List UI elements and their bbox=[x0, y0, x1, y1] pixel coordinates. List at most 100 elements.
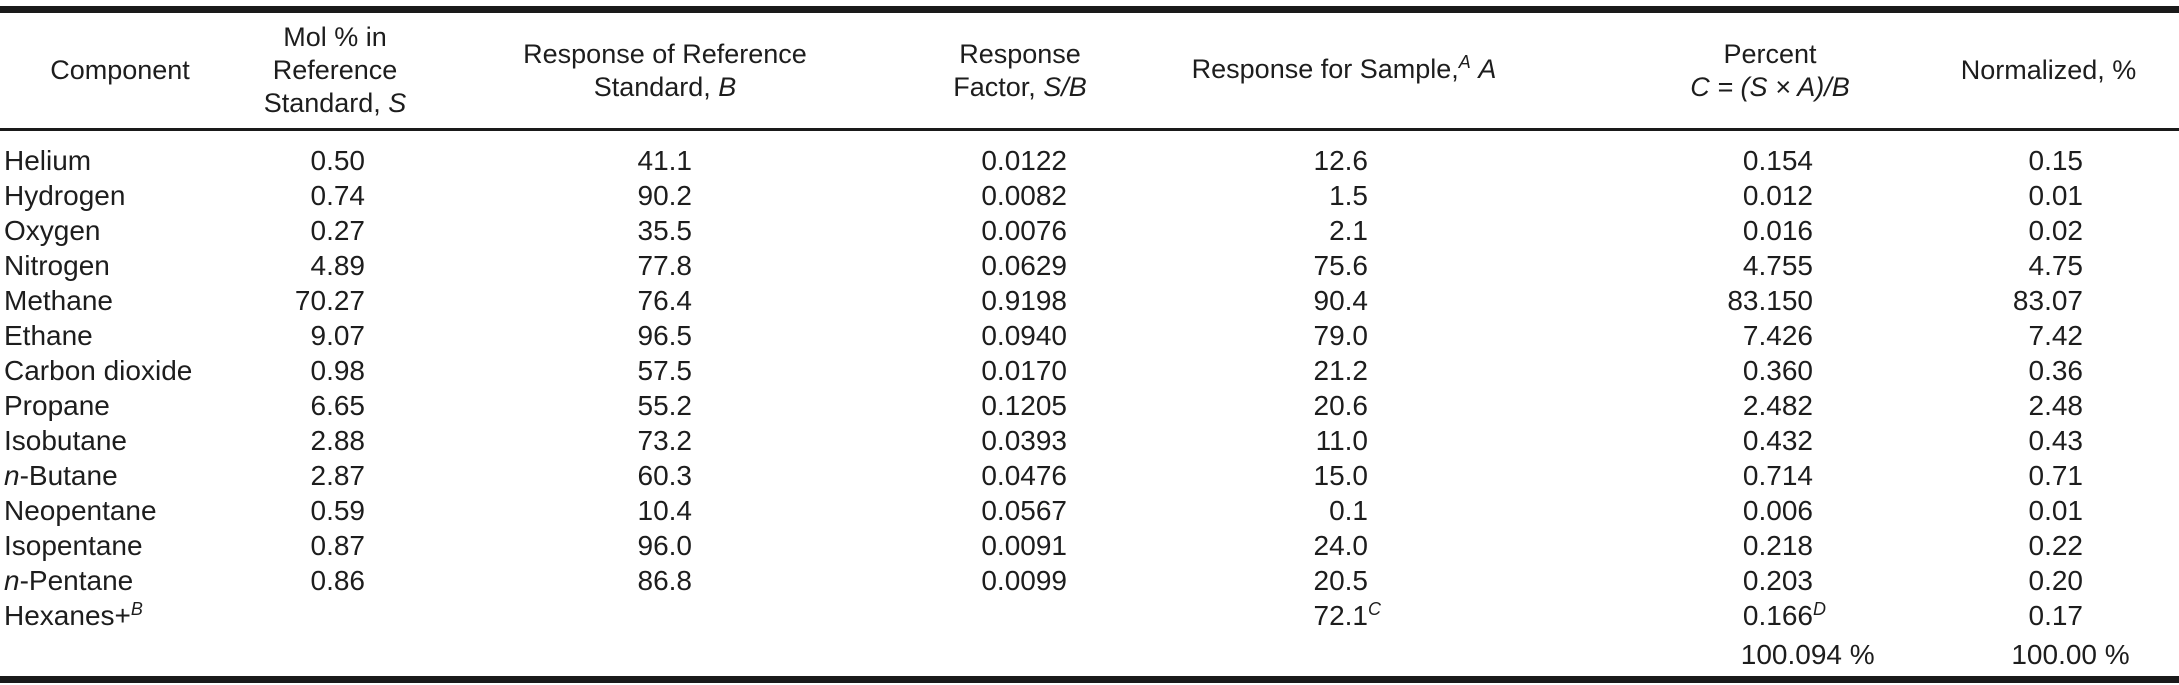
column-header-response-factor: Response Factor, S/B bbox=[870, 13, 1170, 131]
row-neopentane: Neopentane 0.59 10.4 0.0567 0.1 0.006 0.01 bbox=[0, 493, 2179, 528]
cell-percent: 0.154 bbox=[1742, 145, 1813, 176]
row-isopentane: Isopentane 0.87 96.0 0.0091 24.0 0.218 0.22 bbox=[0, 528, 2179, 563]
cell-response-sample: 20.5 bbox=[1313, 565, 1369, 596]
table-body: Helium 0.50 41.1 0.0122 12.6 0.154 0.15 Hydroge… bbox=[0, 130, 2179, 673]
cell-mol-percent: 9.07 bbox=[310, 320, 366, 351]
cell-normalized: 0.22 bbox=[2028, 530, 2084, 561]
cell-mol-percent: 0.59 bbox=[310, 495, 366, 526]
cell-response-sample: 0.1 bbox=[1329, 495, 1368, 526]
cell-normalized: 0.02 bbox=[2028, 215, 2084, 246]
cell-response-sample: 12.6 bbox=[1313, 145, 1369, 176]
row-propane: Propane 6.65 55.2 0.1205 20.6 2.482 2.48 bbox=[0, 388, 2179, 423]
cell-percent: 83.150 bbox=[1727, 285, 1813, 316]
cell-percent: 0.218 bbox=[1742, 530, 1813, 561]
cell-response-factor: 0.0170 bbox=[981, 355, 1067, 386]
cell-response-ref: 57.5 bbox=[637, 355, 693, 386]
cell-response-sample: 20.6 bbox=[1313, 390, 1369, 421]
cell-mol-percent: 0.98 bbox=[310, 355, 366, 386]
column-header-normalized: Normalized, % bbox=[1961, 13, 2179, 131]
cell-mol-percent: 70.27 bbox=[294, 285, 365, 316]
table-header: Component Mol % in Reference Standard, S Res… bbox=[0, 13, 2179, 131]
cell-percent: 2.482 bbox=[1742, 390, 1813, 421]
cell-response-ref: 86.8 bbox=[637, 565, 693, 596]
cell-response-sample: 90.4 bbox=[1313, 285, 1369, 316]
cell-normalized: 4.75 bbox=[2028, 250, 2084, 281]
cell-percent: 7.426 bbox=[1742, 320, 1813, 351]
cell-response-sample: 15.0 bbox=[1313, 460, 1369, 491]
cell-mol-percent: 4.89 bbox=[310, 250, 366, 281]
cell-normalized: 0.15 bbox=[2028, 145, 2084, 176]
cell-mol-percent: 0.74 bbox=[310, 180, 366, 211]
cell-percent: 0.166D bbox=[1742, 599, 1826, 631]
cell-response-sample: 75.6 bbox=[1313, 250, 1369, 281]
cell-normalized: 7.42 bbox=[2028, 320, 2084, 351]
cell-normalized: 0.20 bbox=[2028, 565, 2084, 596]
cell-component: Hexanes+B bbox=[4, 599, 143, 631]
cell-response-ref: 96.0 bbox=[637, 530, 693, 561]
cell-component bbox=[0, 637, 210, 672]
cell-normalized: 0.17 bbox=[2028, 600, 2084, 631]
cell-response-sample: 1.5 bbox=[1329, 180, 1368, 211]
cell-response-factor: 0.0076 bbox=[981, 215, 1067, 246]
row-totals: 100.094 % 100.00 % bbox=[0, 637, 2179, 672]
row-isobutane: Isobutane 2.88 73.2 0.0393 11.0 0.432 0.43 bbox=[0, 423, 2179, 458]
cell-normalized: 0.01 bbox=[2028, 180, 2084, 211]
table-top-rule bbox=[0, 6, 2179, 13]
cell-percent: 0.016 bbox=[1742, 215, 1813, 246]
cell-response-factor: 0.0091 bbox=[981, 530, 1067, 561]
row-hexanes-plus: Hexanes+B 72.1C 0.166D 0.17 bbox=[0, 598, 2179, 637]
cell-normalized: 83.07 bbox=[2012, 285, 2083, 316]
cell-response-factor: 0.1205 bbox=[981, 390, 1067, 421]
cell-response-factor: 0.0082 bbox=[981, 180, 1067, 211]
gas-analysis-table: Component Mol % in Reference Standard, S Res… bbox=[0, 13, 2179, 672]
cell-response-ref: 90.2 bbox=[637, 180, 693, 211]
cell-percent: 100.094 % bbox=[1740, 639, 1875, 670]
cell-response-sample: 72.1C bbox=[1313, 599, 1382, 631]
cell-component: Isopentane bbox=[4, 530, 143, 561]
cell-mol-percent: 0.27 bbox=[310, 215, 366, 246]
cell-mol-percent: 2.88 bbox=[310, 425, 366, 456]
row-nitrogen: Nitrogen 4.89 77.8 0.0629 75.6 4.755 4.75 bbox=[0, 248, 2179, 283]
cell-mol-percent bbox=[210, 637, 460, 672]
cell-response-sample: 79.0 bbox=[1313, 320, 1369, 351]
cell-component: Hydrogen bbox=[4, 180, 126, 211]
row-ethane: Ethane 9.07 96.5 0.0940 79.0 7.426 7.42 bbox=[0, 318, 2179, 353]
cell-response-ref: 77.8 bbox=[637, 250, 693, 281]
cell-response-ref: 35.5 bbox=[637, 215, 693, 246]
cell-mol-percent: 0.87 bbox=[310, 530, 366, 561]
cell-component: Isobutane bbox=[4, 425, 127, 456]
row-n-pentane: n-Pentane 0.86 86.8 0.0099 20.5 0.203 0.20 bbox=[0, 563, 2179, 598]
cell-component: Neopentane bbox=[4, 495, 157, 526]
cell-mol-percent: 2.87 bbox=[310, 460, 366, 491]
cell-normalized: 0.71 bbox=[2028, 460, 2084, 491]
cell-mol-percent: 0.50 bbox=[310, 145, 366, 176]
table-bottom-rule bbox=[0, 676, 2179, 683]
cell-response-factor bbox=[870, 637, 1170, 672]
cell-component: Methane bbox=[4, 285, 113, 316]
cell-component: n-Butane bbox=[4, 460, 118, 491]
cell-normalized: 0.36 bbox=[2028, 355, 2084, 386]
row-carbon-dioxide: Carbon dioxide 0.98 57.5 0.0170 21.2 0.360 0.3… bbox=[0, 353, 2179, 388]
cell-response-sample: 11.0 bbox=[1315, 425, 1368, 456]
cell-component: n-Pentane bbox=[4, 565, 134, 596]
cell-response-ref: 41.1 bbox=[637, 145, 693, 176]
cell-normalized: 100.00 % bbox=[2011, 639, 2130, 670]
cell-percent: 0.432 bbox=[1742, 425, 1813, 456]
cell-response-factor: 0.0567 bbox=[981, 495, 1067, 526]
cell-normalized: 0.43 bbox=[2028, 425, 2084, 456]
column-header-mol-percent-reference-standard: Mol % in Reference Standard, S bbox=[210, 13, 460, 131]
cell-component: Nitrogen bbox=[4, 250, 110, 281]
row-oxygen: Oxygen 0.27 35.5 0.0076 2.1 0.016 0.02 bbox=[0, 213, 2179, 248]
row-helium: Helium 0.50 41.1 0.0122 12.6 0.154 0.15 bbox=[0, 130, 2179, 179]
cell-response-ref: 60.3 bbox=[637, 460, 693, 491]
cell-response-factor: 0.0099 bbox=[981, 565, 1067, 596]
cell-component: Oxygen bbox=[4, 215, 101, 246]
cell-component: Helium bbox=[4, 145, 92, 176]
row-methane: Methane 70.27 76.4 0.9198 90.4 83.150 83.07 bbox=[0, 283, 2179, 318]
cell-response-factor: 0.0122 bbox=[981, 145, 1067, 176]
cell-percent: 4.755 bbox=[1742, 250, 1813, 281]
cell-response-factor: 0.0940 bbox=[981, 320, 1067, 351]
cell-percent: 0.006 bbox=[1742, 495, 1813, 526]
cell-response-sample: 21.2 bbox=[1313, 355, 1369, 386]
